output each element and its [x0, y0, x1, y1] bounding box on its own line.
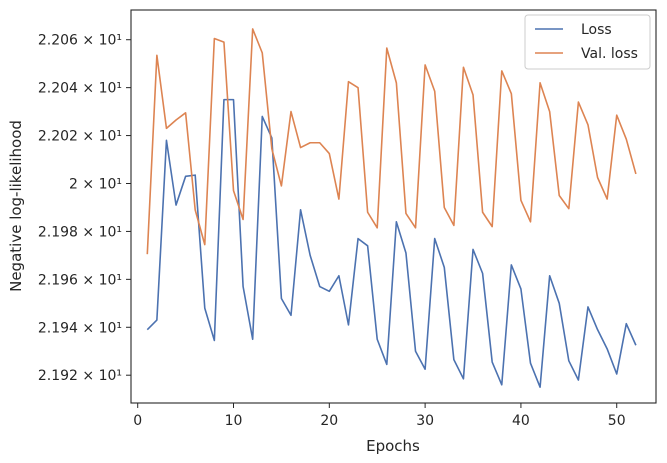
y-tick-label: 2.204 × 10¹ — [38, 81, 122, 97]
x-tick-label: 20 — [320, 413, 338, 429]
x-tick-label: 0 — [133, 413, 142, 429]
y-tick-label: 2.206 × 10¹ — [38, 33, 122, 49]
y-tick-label: 2.202 × 10¹ — [38, 129, 122, 145]
x-tick-label: 40 — [512, 413, 530, 429]
y-tick-label: 2 × 10¹ — [69, 176, 122, 192]
x-tick-label: 30 — [416, 413, 434, 429]
loss-line — [146, 98, 637, 388]
legend-val-loss-label: Val. loss — [581, 46, 638, 62]
plot-lines — [146, 28, 637, 388]
y-axis-label: Negative log-likelihood — [7, 120, 25, 292]
y-tick-label: 2.192 × 10¹ — [38, 368, 122, 384]
y-axis-ticks: 2.192 × 10¹ 2.194 × 10¹ 2.196 × 10¹ 2.198 ×… — [38, 33, 131, 384]
plot-frame — [130, 9, 657, 404]
y-tick-label: 2.194 × 10¹ — [38, 320, 122, 336]
x-axis-ticks: 0 10 20 30 40 50 — [133, 403, 626, 429]
val-loss-line — [146, 28, 637, 255]
y-tick-label: 2.198 × 10¹ — [38, 224, 122, 240]
x-tick-label: 10 — [225, 413, 243, 429]
legend-loss-label: Loss — [581, 22, 612, 38]
legend: Loss Val. loss — [524, 14, 651, 70]
x-axis-label: Epochs — [366, 437, 420, 455]
y-tick-label: 2.196 × 10¹ — [38, 272, 122, 288]
x-tick-label: 50 — [608, 413, 626, 429]
